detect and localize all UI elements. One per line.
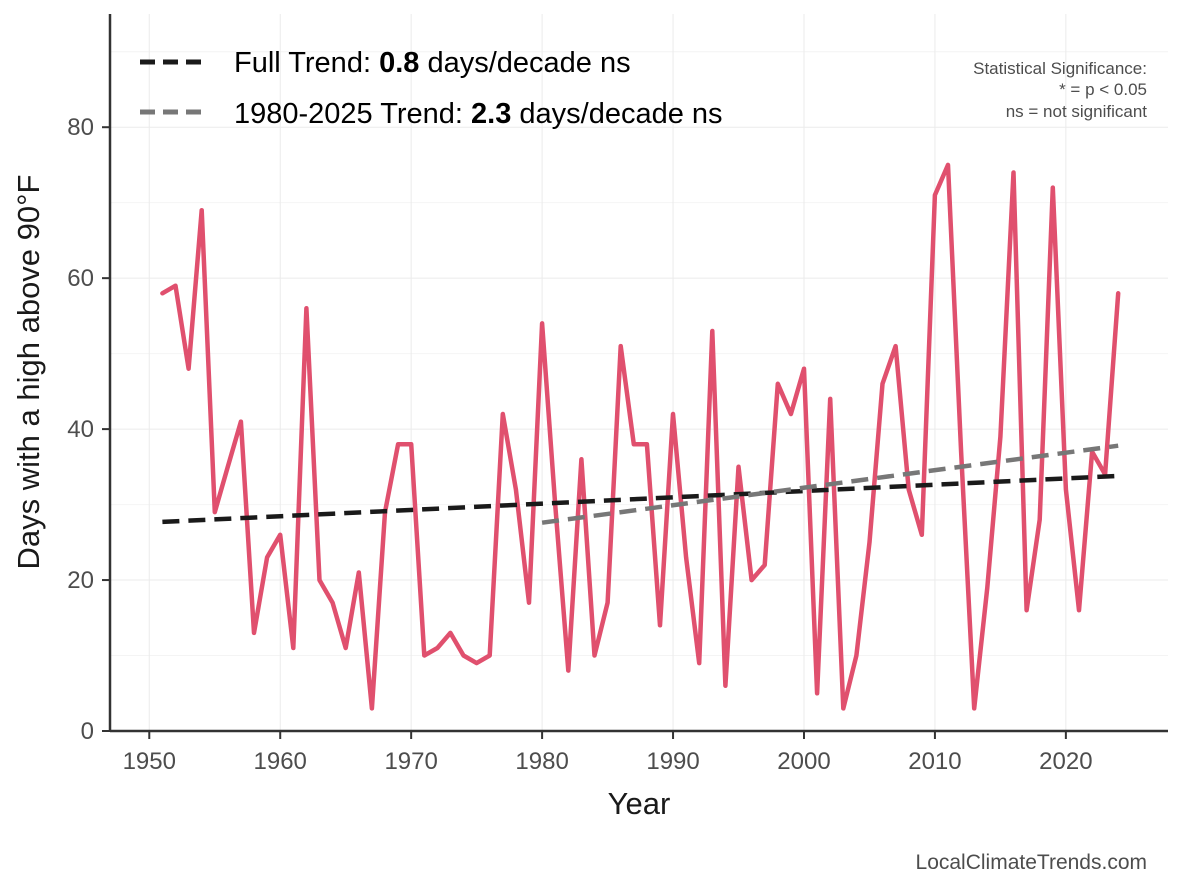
x-tick-label: 2020 [1039,748,1092,775]
legend-label-recent-trend: 1980-2025 Trend: 2.3 days/decade ns [234,98,723,130]
x-tick-label: 1990 [646,748,699,775]
significance-title: Statistical Significance: [973,59,1147,78]
significance-ns: ns = not significant [1006,102,1148,121]
y-tick-label: 40 [67,416,94,443]
legend: Full Trend: 0.8 days/decade ns 1980-2025… [140,47,723,130]
full-trend-line [162,473,1119,525]
x-axis-title: Year [608,786,671,821]
series-layer [160,162,1121,711]
x-tick-label: 2000 [777,748,830,775]
y-axis-title: Days with a high above 90°F [11,175,46,570]
x-tick-label: 2010 [908,748,961,775]
x-tick-label: 1960 [254,748,307,775]
grid [110,14,1168,732]
legend-label-full-trend: Full Trend: 0.8 days/decade ns [234,47,631,79]
x-tick-label: 1950 [123,748,176,775]
source-credit: LocalClimateTrends.com [916,851,1147,874]
ticks: 1950 1960 1970 1980 1990 2000 2010 2020 0 20 40 60 8… [67,114,1092,775]
y-tick-label: 0 [81,718,94,745]
axes [108,14,1168,733]
y-tick-label: 20 [67,567,94,594]
y-tick-label: 80 [67,114,94,141]
recent-trend-line [541,443,1119,525]
significance-threshold: * = p < 0.05 [1059,80,1147,99]
y-tick-label: 60 [67,265,94,292]
significance-note: Statistical Significance: * = p < 0.05 n… [973,59,1147,121]
x-tick-label: 1970 [384,748,437,775]
annual-days-line [160,162,1121,711]
x-tick-label: 1980 [515,748,568,775]
